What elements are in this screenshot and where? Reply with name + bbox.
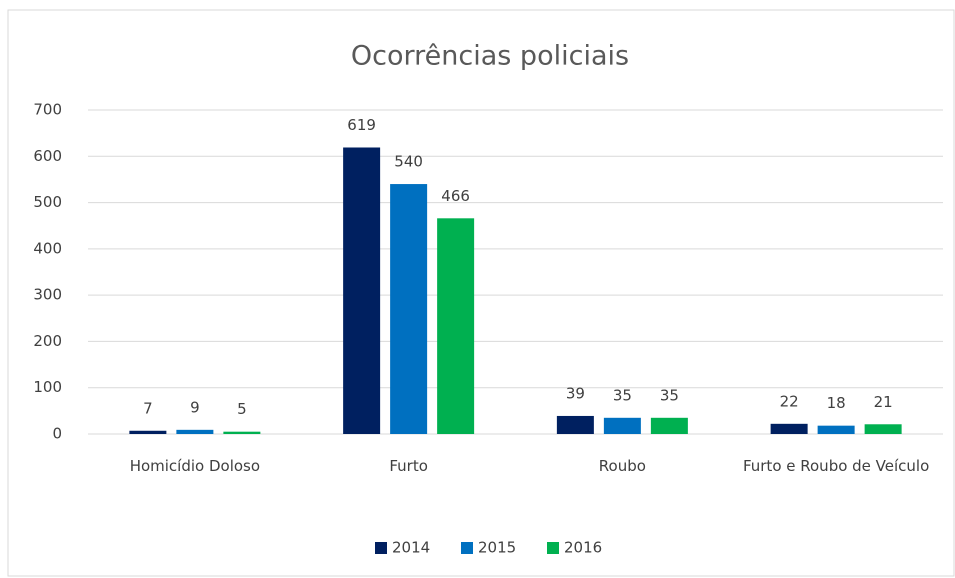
legend-label: 2014 bbox=[392, 539, 430, 557]
bar bbox=[223, 431, 261, 434]
y-tick-label: 500 bbox=[33, 193, 62, 211]
data-label: 9 bbox=[190, 398, 200, 416]
data-label: 35 bbox=[660, 386, 679, 404]
legend-swatch bbox=[547, 542, 559, 554]
bar bbox=[650, 417, 688, 434]
bar bbox=[437, 218, 475, 434]
bar bbox=[817, 425, 855, 434]
legend-label: 2016 bbox=[564, 539, 602, 557]
data-label: 5 bbox=[237, 400, 247, 418]
x-tick-label: Furto bbox=[389, 457, 428, 475]
bar bbox=[603, 417, 641, 434]
data-label: 22 bbox=[780, 392, 799, 410]
bar bbox=[343, 147, 381, 434]
legend-swatch bbox=[375, 542, 387, 554]
legend-swatch bbox=[461, 542, 473, 554]
bar bbox=[390, 184, 428, 434]
x-tick-label: Furto e Roubo de Veículo bbox=[742, 457, 930, 475]
y-tick-label: 400 bbox=[33, 239, 62, 257]
x-tick-label: Homicídio Doloso bbox=[129, 457, 261, 475]
bar bbox=[770, 423, 808, 434]
y-tick-label: 0 bbox=[52, 425, 62, 443]
y-tick-label: 100 bbox=[33, 378, 62, 396]
data-label: 18 bbox=[827, 394, 846, 412]
y-tick-label: 200 bbox=[33, 332, 62, 350]
data-label: 21 bbox=[874, 393, 893, 411]
bar bbox=[864, 424, 902, 434]
legend-label: 2015 bbox=[478, 539, 516, 557]
data-label: 35 bbox=[613, 386, 632, 404]
data-label: 39 bbox=[566, 384, 585, 402]
y-tick-label: 600 bbox=[33, 147, 62, 165]
y-tick-label: 300 bbox=[33, 286, 62, 304]
bar bbox=[556, 415, 594, 434]
bar bbox=[129, 430, 167, 434]
chart-frame bbox=[7, 9, 955, 577]
data-label: 619 bbox=[347, 116, 376, 134]
data-label: 466 bbox=[441, 187, 470, 205]
data-label: 540 bbox=[394, 153, 423, 171]
bar bbox=[176, 429, 214, 434]
x-tick-label: Roubo bbox=[598, 457, 646, 475]
y-tick-label: 700 bbox=[33, 101, 62, 119]
data-label: 7 bbox=[143, 399, 153, 417]
chart-title: Ocorrências policiais bbox=[351, 41, 629, 72]
